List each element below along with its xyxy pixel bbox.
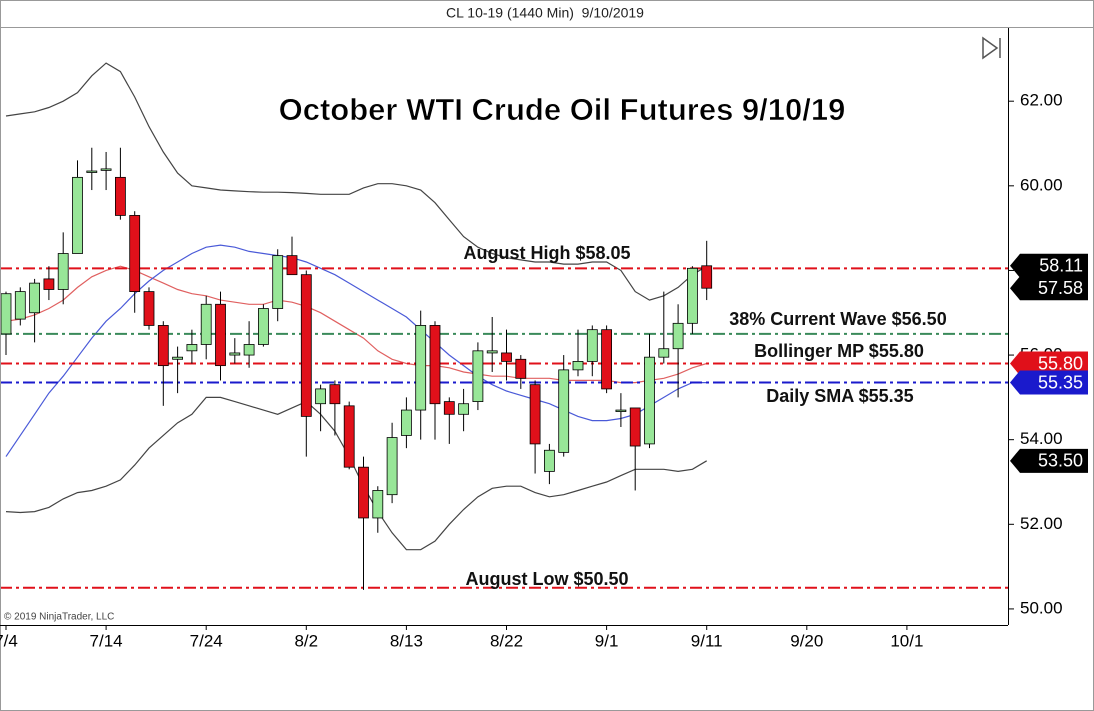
candle-body (486, 350, 498, 354)
level-label: Bollinger MP $55.80 (754, 341, 924, 361)
x-tick-label: 9/1 (595, 631, 619, 650)
level-label: August High $58.05 (463, 243, 630, 263)
price-tag (1010, 351, 1088, 376)
y-tick-label: 52.00 (1020, 514, 1063, 533)
candle-body (72, 176, 83, 254)
x-tick-label: 9/20 (790, 631, 823, 650)
candle-body (415, 325, 427, 411)
candle-body (386, 437, 398, 496)
overlay-line (5, 396, 708, 551)
candle-body (1, 293, 12, 335)
x-tick-label: 7/14 (90, 631, 123, 650)
candle-body (687, 267, 698, 324)
level-label: Daily SMA $55.35 (766, 386, 913, 406)
x-tick-label: 10/1 (890, 631, 923, 650)
candle-body (644, 356, 655, 445)
candle-body (115, 176, 126, 216)
chart-title: October WTI Crude Oil Futures 9/10/19 (279, 92, 846, 127)
candle-body (29, 282, 41, 314)
candle-body (400, 409, 412, 436)
candle-body (343, 405, 355, 468)
candle-body (372, 490, 384, 519)
candle-body (672, 322, 684, 350)
candle-body (329, 384, 341, 405)
candle-body (43, 278, 55, 290)
price-tag-label: 58.11 (1039, 256, 1083, 276)
candle-body (229, 352, 241, 356)
candle-body (286, 255, 298, 276)
price-tag (1010, 276, 1088, 301)
level-label: 38% Current Wave $56.50 (729, 309, 946, 329)
price-tag (1010, 370, 1088, 395)
y-tick-label: 60.00 (1020, 175, 1063, 194)
candle-body (443, 401, 455, 415)
candle-body (458, 403, 470, 415)
candle-body (601, 329, 612, 390)
candle-body (100, 168, 112, 171)
y-tick-label: 62.00 (1020, 91, 1063, 110)
candle-body (429, 325, 441, 405)
plot-area (1, 62, 1008, 590)
candle-body (186, 344, 198, 352)
candle-body (86, 170, 98, 173)
price-tag-label: 55.35 (1038, 372, 1083, 392)
candle-body (57, 253, 69, 290)
price-tag (1010, 448, 1088, 473)
candle-body (529, 384, 541, 445)
candle-body (472, 350, 484, 403)
copyright: © 2019 NinjaTrader, LLC (4, 612, 114, 623)
candle-body (172, 356, 184, 360)
candle-body (586, 329, 598, 362)
x-tick-label: 8/22 (490, 631, 523, 650)
x-tick-label: 7/24 (190, 631, 223, 650)
candle-body (572, 361, 584, 371)
candle-body (615, 409, 627, 412)
price-tag-label: 53.50 (1038, 451, 1083, 471)
candle-body (215, 303, 226, 367)
candle-body (272, 255, 284, 309)
candle-body (200, 303, 212, 345)
price-tag-label: 55.80 (1038, 353, 1083, 373)
candle-body (515, 358, 527, 379)
y-tick-label: 50.00 (1020, 598, 1063, 617)
candle-body (14, 291, 26, 320)
candle-body (157, 325, 169, 367)
skip-icon (982, 36, 1001, 60)
candle-body (629, 407, 641, 447)
x-tick-label: 7/4 (0, 631, 18, 650)
candle-body (701, 265, 713, 289)
candle-body (257, 308, 269, 345)
header: CL 10-19 (1440 Min) 9/10/2019 (446, 5, 644, 21)
candle-body (658, 348, 670, 358)
candle-body (358, 466, 369, 519)
x-tick-label: 8/13 (390, 631, 423, 650)
price-tag-label: 57.58 (1038, 278, 1083, 298)
overlay-line (5, 244, 707, 457)
candle-body (315, 388, 327, 405)
candle-body (129, 215, 141, 292)
y-tick-label: 54.00 (1020, 429, 1063, 448)
x-tick-label: 8/2 (294, 631, 318, 650)
x-tick-label: 9/11 (691, 631, 723, 650)
overlay-line (5, 62, 708, 301)
candle-body (300, 274, 312, 417)
candle-body (558, 369, 570, 453)
candle-body (143, 291, 155, 326)
candle-body (243, 344, 255, 356)
candle-body (544, 449, 555, 472)
level-label: August Low $50.50 (465, 569, 628, 589)
price-tag (1010, 253, 1088, 278)
candle-body (501, 352, 512, 362)
